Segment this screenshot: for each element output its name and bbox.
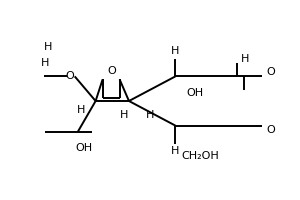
Text: H: H (171, 146, 180, 156)
Text: H: H (120, 110, 128, 120)
Text: O: O (66, 71, 74, 81)
Text: OH: OH (75, 143, 93, 153)
Text: CH₂OH: CH₂OH (181, 151, 219, 161)
Text: OH: OH (186, 88, 203, 98)
Text: H: H (41, 58, 50, 68)
Text: O: O (266, 125, 275, 135)
Text: O: O (266, 67, 275, 77)
Text: H: H (171, 46, 180, 56)
Text: O: O (107, 66, 116, 76)
Text: H: H (77, 105, 86, 115)
Text: H: H (44, 42, 52, 52)
Text: H: H (241, 54, 249, 64)
Text: H: H (146, 110, 154, 120)
